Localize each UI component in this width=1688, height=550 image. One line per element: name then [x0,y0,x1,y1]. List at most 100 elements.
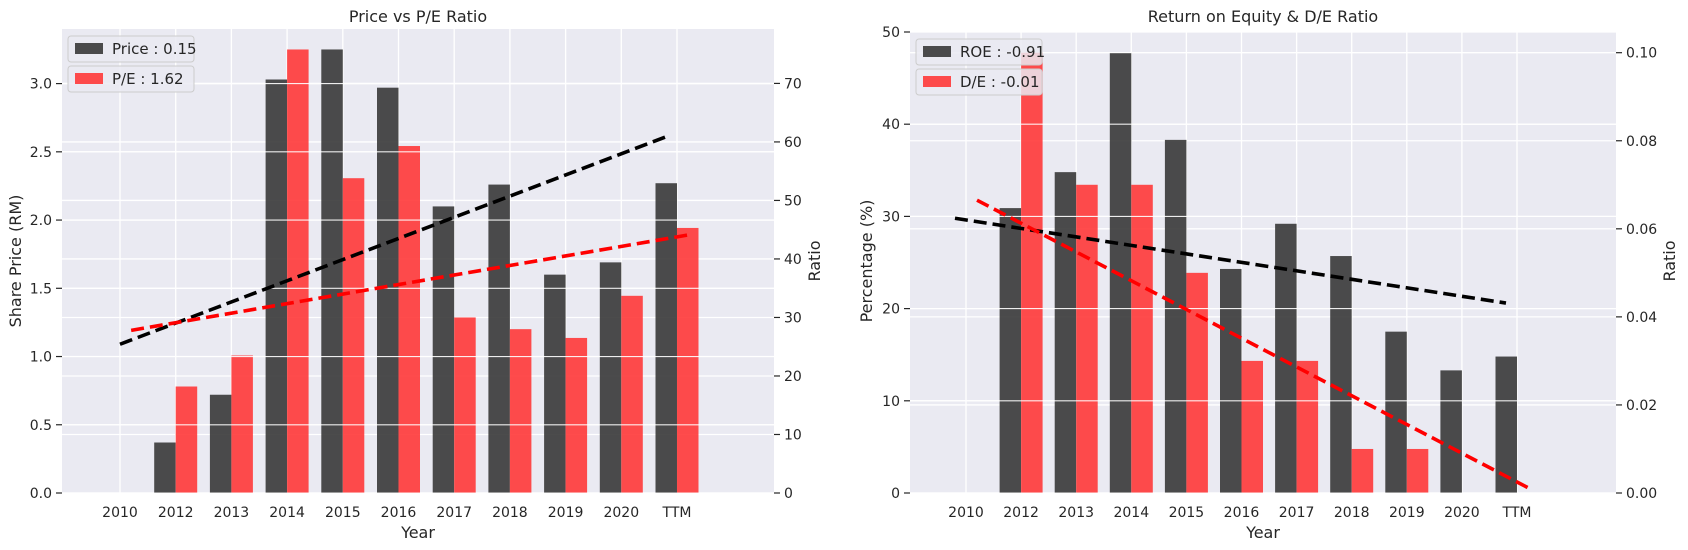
bar-left-series-2016 [377,87,399,494]
y2-tick-label: 0.02 [1626,398,1657,414]
bar-right-series-2012 [1021,52,1043,493]
legend-swatch [75,73,103,84]
y-tick-label: 3.0 [30,77,52,93]
y-tick-labels-percentage: 0 10 20 30 40 50 [882,25,910,502]
y-tick-label: 2.0 [30,213,52,229]
bar-right-series-2013 [1076,184,1098,493]
y-tick-label: 0 [891,486,900,502]
x-tick-label: 2012 [158,505,194,521]
x-tick-label: TTM [1502,505,1532,521]
y2-tick-label: 70 [784,76,802,92]
chart-roe-de: 2010 2012 2013 2014 2015 2016 2017 2018 2019 2020… [857,7,1679,542]
bar-left-series-2020 [599,262,622,493]
x-tick-label: 2013 [1058,505,1094,521]
x-tick-label: 2020 [603,505,639,521]
legend-swatch [923,76,951,87]
legend-label: P/E : 1.62 [112,70,184,88]
bar-right-series-2015 [1186,272,1208,493]
bar-left-series-TTM [1495,356,1517,493]
y-tick-label: 20 [882,302,900,318]
y2-tick-label: 10 [784,427,802,443]
x-tick-label: TTM [662,505,692,521]
bars-roe-de [910,31,1616,494]
legend-price-pe: Price : 0.15 P/E : 1.62 [67,35,197,93]
x-tick-label: 2015 [325,505,361,521]
x-tick-labels-roe-de: 2010 2012 2013 2014 2015 2016 2017 2018 2019 2020… [948,505,1531,521]
bar-left-series-2013 [1054,172,1077,494]
bar-right-series-2015 [342,178,365,493]
x-tick-label: 2018 [1334,505,1370,521]
x-tick-label: 2019 [548,505,584,521]
x-tick-label: 2017 [436,505,472,521]
y-tick-label: 30 [882,209,900,225]
bar-left-series-2018 [1330,256,1352,493]
y-tick-labels-price: 0.0 0.5 1.0 1.5 2.0 2.5 3.0 [30,77,62,502]
trendline-left-series [954,216,1507,305]
legend-box [67,65,195,93]
y2-tick-label: 50 [784,193,802,209]
bar-right-series-2019 [1406,448,1429,493]
legend-box [915,38,1043,66]
y-tick-label: 0.5 [30,418,52,434]
bar-left-series-2017 [432,206,455,494]
x-tick-label: 2018 [492,505,528,521]
bar-left-series-2012 [999,208,1022,494]
x-tick-label: 2019 [1389,505,1425,521]
bar-right-series-2014 [287,49,309,494]
y-tick-label: 50 [882,25,900,41]
bar-left-series-2020 [1440,370,1462,493]
x-tick-label: 2010 [948,505,984,521]
trendlines-price-pe [119,135,689,346]
y2-axis-label-ratio: Ratio [805,240,824,281]
bar-left-series-2019 [544,274,566,493]
y2-tick-label: 0.10 [1626,46,1657,62]
x-tick-label: 2016 [381,505,417,521]
y2-tick-label: 0.08 [1626,134,1657,150]
x-tick-label: 2015 [1169,505,1205,521]
bar-left-series-2015 [1164,139,1187,493]
y-tick-label: 0.0 [30,486,52,502]
chart-title-roe-de: Return on Equity & D/E Ratio [1148,7,1378,26]
y2-tick-label: 0 [784,486,793,502]
x-tick-labels-price-pe: 2010 2012 2013 2014 2015 2016 2017 2018 2019 2020… [102,505,691,521]
y2-tick-labels-ratio: 0.00 0.02 0.04 0.06 0.08 0.10 [1616,46,1657,502]
bar-left-series-2016 [1220,268,1242,493]
bar-left-series-2019 [1385,331,1407,493]
bar-right-series-2018 [1351,448,1374,493]
x-tick-label: 2012 [1003,505,1039,521]
y-tick-label: 1.5 [30,281,52,297]
bar-right-series-2016 [398,146,420,493]
y-axis-label-percentage: Percentage (%) [857,200,876,323]
legend-roe-de: ROE : -0.91 D/E : -0.01 [915,38,1045,96]
bar-right-series-2016 [1241,360,1263,493]
trendlines-roe-de [954,198,1529,490]
bar-left-series-2017 [1275,223,1297,493]
y-tick-label: 1.0 [30,350,52,366]
bar-right-series-2017 [1296,360,1319,493]
bar-left-series-2013 [209,394,232,493]
y2-tick-label: 40 [784,252,802,268]
y2-tick-label: 60 [784,135,802,151]
bar-left-series-2012 [154,442,176,493]
y-tick-label: 10 [882,394,900,410]
legend-swatch [923,46,951,57]
legend-label: Price : 0.15 [112,40,197,58]
y-axis-label-price: Share Price (RM) [6,195,25,328]
legend-box [915,68,1043,96]
chart-price-pe: 2010 2012 2013 2014 2015 2016 2017 2018 2019 2020… [6,7,824,542]
bar-right-series-2017 [454,317,476,493]
bar-left-series-2018 [488,184,510,493]
trendline-right-series [976,198,1529,490]
y2-tick-label: 20 [784,369,802,385]
y2-tick-label: 0.06 [1626,222,1657,238]
bar-right-series-2018 [509,329,532,493]
bar-right-series-2019 [565,337,588,493]
x-tick-label: 2014 [1113,505,1149,521]
chart-title-price-pe: Price vs P/E Ratio [349,7,487,26]
bar-right-series-TTM [677,227,699,493]
y2-tick-label: 30 [784,310,802,326]
bar-left-series-TTM [655,183,677,493]
trendline-left-series [119,135,667,346]
bar-right-series-2012 [175,386,198,493]
